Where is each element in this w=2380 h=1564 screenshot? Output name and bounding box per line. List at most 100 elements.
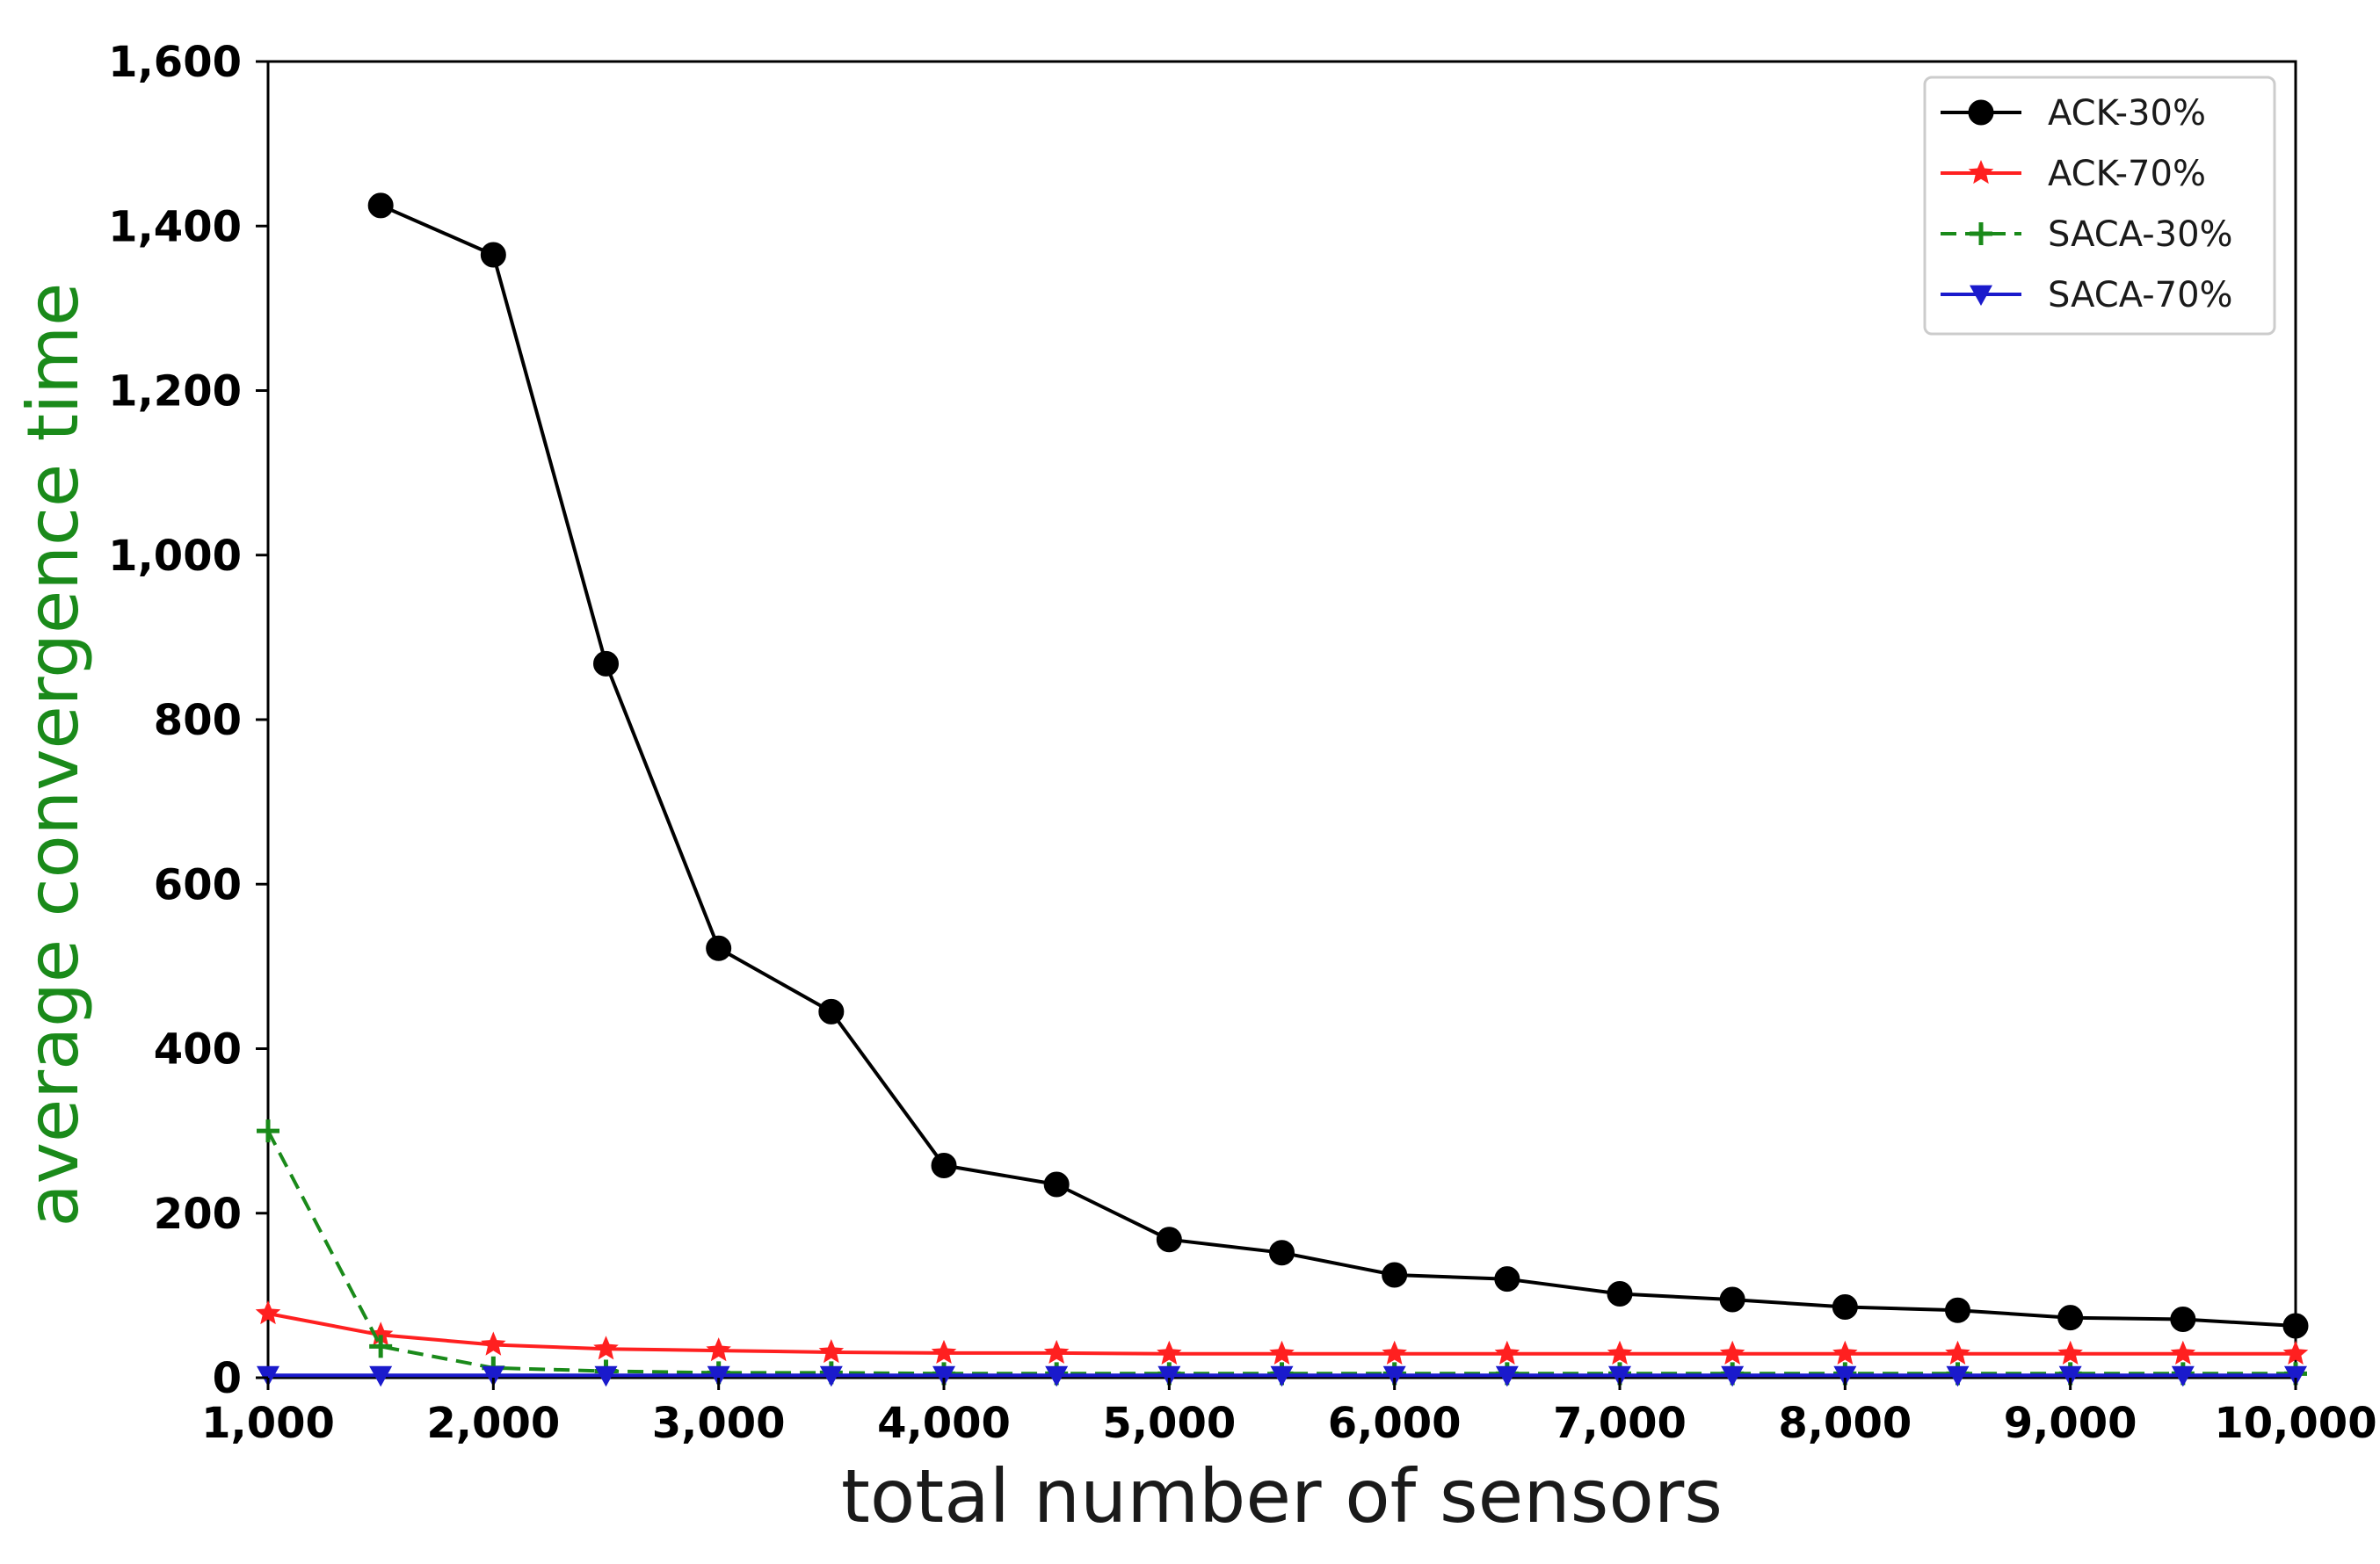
data-point — [1833, 1365, 1857, 1387]
data-point — [1608, 1365, 1631, 1387]
data-point — [2282, 1313, 2309, 1339]
legend-item: SACA-70% — [1941, 275, 2233, 315]
data-point — [482, 1365, 505, 1387]
legend-box — [1923, 76, 2276, 336]
data-point — [481, 1331, 506, 1356]
data-point — [257, 1365, 279, 1387]
y-tick-label: 1,400 — [108, 202, 242, 251]
data-point — [1607, 1340, 1633, 1365]
series-saca-70- — [257, 1365, 2307, 1387]
data-point — [1719, 1286, 1745, 1313]
data-point — [369, 1335, 393, 1358]
data-point — [2171, 1365, 2195, 1387]
data-point — [931, 1152, 957, 1178]
x-tick-label: 5,000 — [1102, 1399, 1236, 1448]
legend-label: SACA-70% — [2048, 275, 2233, 315]
data-point — [367, 192, 394, 219]
x-tick-label: 2,000 — [426, 1399, 560, 1448]
data-point — [255, 1300, 281, 1325]
data-point — [1945, 1340, 1970, 1365]
data-point — [819, 1365, 843, 1387]
series-ack-70- — [255, 1300, 2309, 1365]
data-point — [2170, 1340, 2196, 1365]
legend: ACK-30% ACK-70% SACA-30% SACA-70% — [1923, 76, 2276, 336]
x-tick-label: 3,000 — [652, 1399, 786, 1448]
data-point — [480, 242, 506, 268]
data-point — [1719, 1340, 1745, 1365]
y-tick-label: 0 — [213, 1354, 242, 1403]
y-tick-label: 1,200 — [108, 367, 242, 416]
data-point — [1382, 1365, 1406, 1387]
data-point — [1494, 1340, 1520, 1365]
data-point — [2282, 1340, 2309, 1365]
x-tick-label: 4,000 — [877, 1399, 1011, 1448]
x-tick-label: 6,000 — [1328, 1399, 1462, 1448]
data-point — [1156, 1227, 1182, 1253]
data-point — [2284, 1365, 2307, 1387]
y-tick-label: 800 — [154, 696, 242, 745]
x-tick-label: 10,000 — [2214, 1399, 2376, 1448]
data-point — [706, 1337, 731, 1362]
x-tick-label: 8,000 — [1778, 1399, 1912, 1448]
y-tick-label: 1,000 — [108, 532, 242, 581]
y-axis-title: average convergence time — [12, 283, 94, 1227]
data-point — [2057, 1340, 2083, 1365]
series-ack-30- — [367, 192, 2309, 1339]
series-line — [380, 203, 2297, 1328]
legend-item: ACK-70% — [1941, 154, 2206, 194]
data-point — [1607, 1281, 1633, 1307]
y-tick-label: 200 — [154, 1190, 242, 1239]
data-point — [1043, 1339, 1070, 1364]
x-tick-label: 1,000 — [201, 1399, 335, 1448]
data-point — [2057, 1305, 2084, 1331]
data-point — [707, 1365, 730, 1387]
data-point — [1269, 1240, 1295, 1266]
data-point — [593, 1336, 619, 1360]
data-point — [2170, 1307, 2196, 1333]
data-point — [1832, 1293, 1858, 1320]
data-point — [706, 935, 732, 961]
data-point — [1157, 1340, 1182, 1365]
data-point — [1043, 1171, 1070, 1198]
data-point — [369, 1365, 393, 1387]
data-point — [932, 1365, 955, 1387]
y-tick-label: 400 — [154, 1025, 242, 1075]
legend-label: SACA-30% — [2048, 214, 2233, 255]
data-point — [818, 1339, 845, 1364]
data-point — [931, 1339, 957, 1364]
y-tick-label: 1,600 — [108, 38, 242, 87]
legend-marker — [1968, 160, 1994, 185]
data-point — [1382, 1340, 1407, 1365]
y-tick-label: 600 — [154, 860, 242, 909]
data-point — [1270, 1365, 1294, 1387]
legend-marker — [1968, 99, 1994, 126]
data-point — [2058, 1365, 2082, 1387]
data-point — [257, 1119, 279, 1143]
x-tick-label: 7,000 — [1553, 1399, 1687, 1448]
data-point — [1269, 1340, 1295, 1365]
data-point — [1832, 1340, 1858, 1365]
data-point — [818, 998, 845, 1025]
legend-item: ACK-30% — [1941, 93, 2206, 134]
x-axis-title: total number of sensors — [841, 1453, 1723, 1539]
legend-marker — [1970, 222, 1992, 245]
data-point — [367, 1321, 394, 1346]
legend-label: ACK-30% — [2048, 93, 2206, 134]
legend-marker — [1970, 285, 1992, 306]
data-point — [1157, 1365, 1181, 1387]
data-point — [594, 1365, 618, 1387]
axis-ticks: 1,000 2,000 3,000 4,000 5,000 6,000 7,000 8,000… — [108, 38, 2376, 1448]
x-tick-label: 9,000 — [2004, 1399, 2137, 1448]
legend-label: ACK-70% — [2048, 154, 2206, 194]
data-point — [1045, 1365, 1069, 1387]
data-point — [1494, 1266, 1520, 1292]
series-layer — [255, 192, 2309, 1387]
data-point — [593, 650, 619, 677]
data-point — [1946, 1365, 1970, 1387]
legend-item: SACA-30% — [1941, 214, 2233, 255]
data-point — [1382, 1262, 1408, 1288]
data-point — [1721, 1365, 1745, 1387]
data-point — [1495, 1365, 1519, 1387]
data-point — [1945, 1297, 1970, 1323]
